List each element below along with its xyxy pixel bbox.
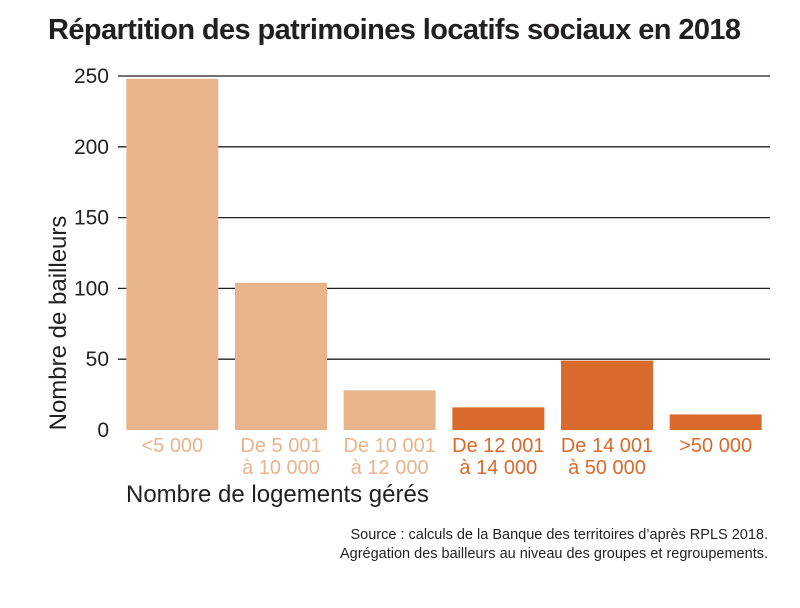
- bar: [669, 414, 762, 430]
- y-axis-title: Nombre de bailleurs: [45, 216, 72, 431]
- bar: [561, 360, 653, 430]
- y-tick-label: 250: [74, 65, 109, 88]
- y-tick-label: 200: [74, 136, 109, 159]
- x-axis-title: Nombre de logements gérés: [126, 481, 429, 508]
- y-axis-ticks: 0 50 100 150 200 250: [74, 65, 109, 442]
- bar: [343, 390, 436, 430]
- y-tick-label: 50: [86, 348, 109, 371]
- bars: [126, 78, 762, 430]
- x-category-label: De 14 001: [561, 435, 653, 457]
- source-line: Agrégation des bailleurs au niveau des g…: [339, 546, 768, 562]
- source-line: Source : calculs de la Banque des territ…: [350, 527, 768, 543]
- x-category-label: De 10 001: [344, 435, 436, 457]
- y-tick-label: 0: [97, 419, 109, 442]
- y-tick-label: 100: [74, 277, 109, 300]
- gridlines: [118, 75, 770, 360]
- x-category-label: <5 000: [141, 435, 203, 457]
- source-note: Source : calculs de la Banque des territ…: [340, 526, 768, 564]
- x-category-label: à 12 000: [351, 457, 429, 479]
- y-tick-label: 150: [74, 207, 109, 230]
- x-category-label: à 14 000: [459, 457, 537, 479]
- bar: [452, 407, 545, 430]
- x-category-label: De 5 001: [240, 435, 321, 457]
- chart-title: Répartition des patrimoines locatifs soc…: [48, 14, 741, 46]
- x-category-label: à 10 000: [242, 457, 320, 479]
- x-category-label: à 50 000: [568, 457, 646, 479]
- bar: [235, 282, 327, 430]
- x-category-label: De 12 001: [452, 435, 544, 457]
- bar: [126, 78, 219, 430]
- x-category-label: >50 000: [679, 435, 752, 457]
